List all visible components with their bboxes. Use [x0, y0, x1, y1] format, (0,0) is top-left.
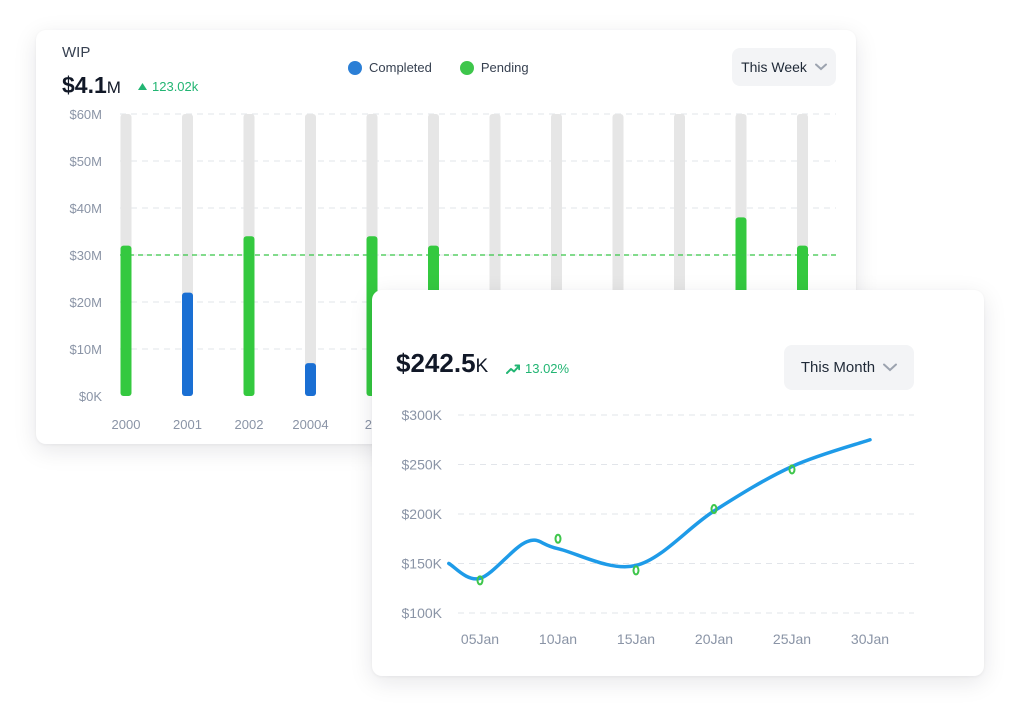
- y-tick-label: $0K: [79, 389, 102, 404]
- bar-pending-2002: [243, 236, 255, 396]
- legend-label-pending: Pending: [480, 60, 529, 75]
- wip-value-unit: M: [106, 78, 121, 97]
- legend-dot-completed: [348, 60, 362, 75]
- x-tick-label: 2001: [173, 417, 202, 432]
- y-tick-label: $150K: [402, 556, 443, 572]
- month-value-unit: K: [475, 356, 489, 377]
- this-week-dropdown[interactable]: This Week: [732, 48, 836, 86]
- legend-dot-pending: [459, 60, 474, 75]
- month-card: $242.5K 13.02% This Month $100K $150K $200…: [372, 290, 984, 676]
- y-tick-label: $60M: [69, 107, 102, 122]
- y-tick-label: $200K: [402, 506, 443, 522]
- this-month-dropdown-label: This Month: [800, 359, 876, 376]
- this-month-dropdown[interactable]: This Month: [784, 345, 914, 390]
- y-tick-label: $30M: [69, 248, 102, 263]
- chevron-down-icon: [814, 63, 827, 71]
- bar-completed-20004: [305, 363, 316, 396]
- x-tick-label: 30Jan: [851, 631, 889, 647]
- y-tick-label: $50M: [69, 154, 102, 169]
- legend-label-completed: Completed: [369, 60, 432, 75]
- data-marker: [476, 575, 484, 586]
- y-tick-label: $20M: [69, 295, 102, 310]
- wip-value-number: $4.1: [62, 72, 107, 98]
- y-tick-label: $300K: [402, 407, 443, 423]
- series-line: [447, 438, 872, 581]
- month-value-number: $242.5: [396, 348, 476, 378]
- x-tick-label: 2002: [235, 417, 264, 432]
- legend-item-completed[interactable]: Completed: [348, 60, 432, 75]
- x-tick-label: 20004: [292, 417, 328, 432]
- x-tick-label: 2000: [112, 417, 141, 432]
- wip-change-value: 123.02k: [152, 79, 199, 94]
- month-line-chart: $100K $150K $200K $250K $300K 05Jan 10Jan 15Jan…: [402, 407, 914, 647]
- data-marker: [632, 565, 640, 576]
- bar-completed-2001: [182, 292, 193, 396]
- data-marker: [554, 533, 562, 544]
- month-total-value: $242.5K: [396, 348, 488, 379]
- this-week-dropdown-label: This Week: [741, 59, 807, 75]
- x-tick-label: 20Jan: [695, 631, 733, 647]
- trending-up-icon: [506, 364, 520, 374]
- x-tick-label: 15Jan: [617, 631, 655, 647]
- caret-up-icon: [138, 83, 147, 90]
- y-tick-label: $40M: [69, 201, 102, 216]
- y-tick-label: $250K: [402, 457, 443, 473]
- wip-bar-chart: $0K $10M $20M $30M $40M $50M $60M 2000 2001 2002 2…: [69, 107, 836, 432]
- y-tick-label: $10M: [69, 342, 102, 357]
- chevron-down-icon: [883, 363, 898, 372]
- data-marker: [710, 504, 718, 515]
- legend-item-pending[interactable]: Pending: [459, 60, 529, 75]
- month-change: 13.02%: [506, 361, 569, 376]
- wip-total-value: $4.1M: [62, 72, 121, 99]
- chart-legend: Completed Pending: [348, 60, 529, 75]
- x-tick-label: 25Jan: [773, 631, 811, 647]
- wip-title: WIP: [62, 44, 91, 61]
- month-change-value: 13.02%: [525, 361, 570, 376]
- bar-pending-2000: [120, 245, 132, 396]
- y-tick-label: $100K: [402, 605, 443, 621]
- wip-change: 123.02k: [138, 79, 198, 94]
- x-tick-label: 10Jan: [539, 631, 577, 647]
- data-marker: [788, 464, 796, 475]
- x-tick-label: 05Jan: [461, 631, 499, 647]
